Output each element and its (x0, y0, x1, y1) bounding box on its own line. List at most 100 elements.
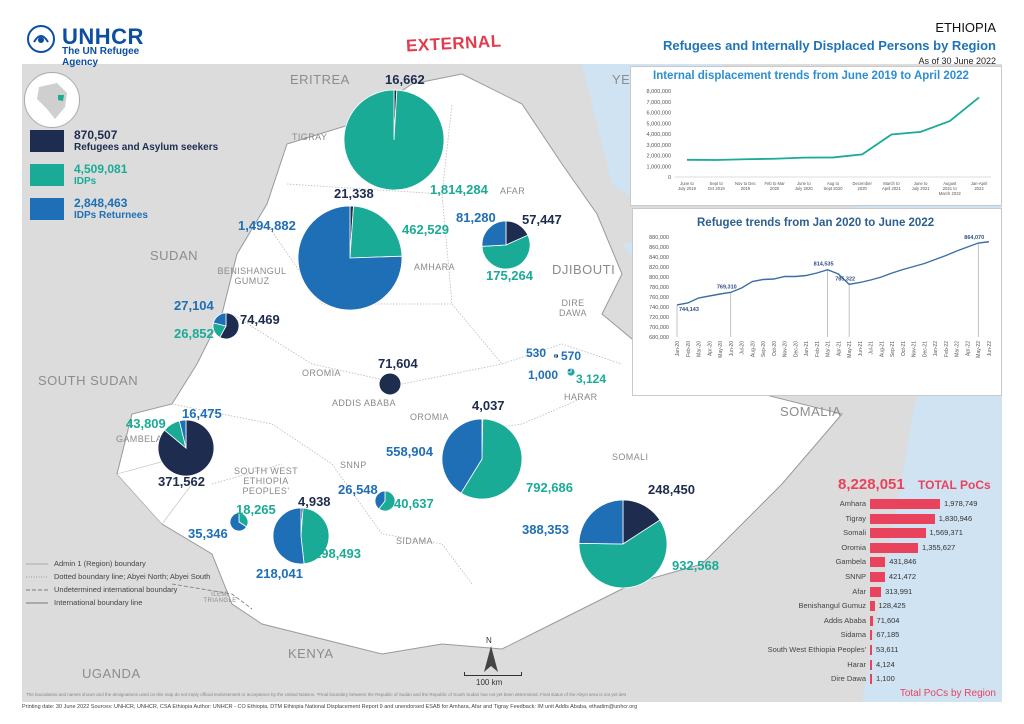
bar-category-label: Somali (843, 528, 866, 538)
scale-bar-line (464, 672, 522, 676)
label-amhara: AMHARA (414, 262, 455, 272)
idp-xtick-label: Aug to Sept 2020 (823, 181, 843, 191)
oromia-idps-label: 792,686 (526, 480, 573, 495)
amhara-idps-label: 462,529 (402, 222, 449, 237)
bar-row: Oromia 1,355,627 (841, 542, 1000, 554)
refugee-xtick-label: Apr-22 (965, 341, 971, 356)
bar-row: South West Ethiopia Peoples' 53,611 (768, 644, 1000, 656)
bar (870, 630, 873, 641)
bar-value-label: 431,846 (889, 557, 917, 567)
idp-xtick-label: Sept to Oct 2019 (708, 181, 726, 191)
afar-idps-label: 175,264 (486, 268, 533, 283)
gambela-returnees-label: 16,475 (182, 406, 222, 421)
legend-swatch-returnees (30, 198, 64, 220)
label-oromia-east: OROMIA (410, 412, 449, 422)
idp-ytick-label: 5,000,000 (647, 121, 671, 127)
snnp-refugees-label: 4,938 (298, 494, 331, 509)
label-uganda: UGANDA (82, 666, 141, 681)
refugee-xtick-label: Jun-20 (729, 341, 735, 357)
oromia-returnees-label: 558,904 (386, 444, 433, 459)
refugee-xtick-label: Sep-21 (890, 341, 896, 357)
bar-category-label: Sidama (840, 630, 866, 640)
bar-value-label: 4,124 (876, 659, 895, 669)
label-dire-dawa: DIRE DAWA (559, 298, 587, 318)
bar-row: Afar 313,991 (852, 586, 1000, 598)
tigray-refugees-label: 16,662 (385, 72, 425, 87)
refugee-point-label: 814,535 (814, 262, 834, 268)
gambela-refugees-label: 371,562 (158, 474, 205, 489)
idp-ytick-label: 6,000,000 (647, 111, 671, 117)
afar-returnees-label: 81,280 (456, 210, 496, 225)
bar (870, 615, 873, 626)
label-kenya: KENYA (288, 646, 334, 661)
idp-xtick-label: August 2021 to March 2022 (939, 181, 962, 196)
legend-swatch-idps (30, 164, 64, 186)
north-arrow-icon (484, 646, 498, 672)
somali-returnees-label: 388,353 (522, 522, 569, 537)
idp-trend-panel: Internal displacement trends from June 2… (630, 66, 1002, 206)
total-pocs-value: 8,228,051 (838, 476, 905, 493)
refugee-xtick-label: Jul-20 (740, 341, 746, 355)
logo-main: UNHCR (62, 24, 144, 49)
refugee-xtick-label: Apr-20 (707, 341, 713, 356)
bar (870, 659, 872, 670)
bar-category-label: Oromia (841, 542, 866, 552)
benishangul-refugees-label: 74,469 (240, 312, 280, 327)
idp-ytick-label: 2,000,000 (647, 154, 671, 160)
idp-xtick-label: December 2020 (853, 181, 873, 191)
bar (870, 557, 886, 568)
bar-row: Somali 1,569,371 (843, 527, 1000, 539)
label-ilemi: ILEMI TRIANGLE (203, 592, 237, 604)
legend-refugees-value: 870,507 (74, 128, 118, 142)
bar-value-label: 67,185 (876, 630, 900, 640)
unhcr-emblem-icon (27, 25, 55, 53)
refugee-xtick-label: May-20 (718, 341, 724, 358)
idp-series-line (686, 96, 980, 161)
refugee-xtick-label: Dec-20 (793, 341, 799, 357)
snnp-idps-label: 198,493 (314, 546, 361, 561)
scale-bar: 100 km (464, 672, 524, 690)
bar (870, 499, 940, 509)
idp-xtick-label: June to July 2020 (795, 181, 814, 191)
refugee-point-label: 864,070 (964, 235, 984, 241)
bar-row: Dire Dawa 1,100 (831, 673, 1000, 685)
refugee-ytick-label: 840,000 (649, 255, 669, 261)
idp-ytick-label: 1,000,000 (647, 164, 671, 170)
tigray-idps-label: 1,814,284 (430, 182, 488, 197)
bar-value-label: 313,991 (885, 586, 913, 596)
amhara-refugees-label: 21,338 (334, 186, 374, 201)
bar-category-label: Afar (852, 586, 866, 596)
refugee-xtick-label: Nov-21 (912, 341, 918, 357)
refugee-xtick-label: Feb-21 (815, 341, 821, 357)
benishangul-idps-label: 26,852 (174, 326, 214, 341)
refugee-ytick-label: 740,000 (649, 305, 669, 311)
total-pocs: 8,228,051 TOTAL PoCs (838, 476, 1008, 496)
refugee-xtick-label: Jun-22 (987, 341, 993, 357)
sidama-returnees-label: 26,548 (338, 482, 378, 497)
bar-value-label: 1,355,627 (921, 542, 956, 552)
bar-category-label: Dire Dawa (830, 674, 866, 684)
refugee-xtick-label: Mar-20 (697, 341, 703, 357)
refugee-xtick-label: Jan-20 (675, 341, 681, 357)
boundary-legend-lines (26, 563, 48, 604)
unhcr-logo: UNHCR The UN Refugee Agency (26, 24, 156, 68)
idp-trend-chart: 0 1,000,000 2,000,000 3,000,000 4,000,000 5,0… (647, 89, 991, 196)
legend-refugees-label: Refugees and Asylum seekers (74, 142, 219, 153)
refugee-xtick-label: Mar-22 (955, 341, 961, 357)
boundary-legend-dotted: Dotted boundary line; Abyei North; Abyei… (54, 572, 211, 581)
idp-ytick-label: 7,000,000 (647, 100, 671, 106)
bar-category-label: SNNP (845, 572, 866, 581)
afar-refugees-label: 57,447 (522, 212, 562, 227)
north-letter: N (486, 636, 492, 645)
refugee-ytick-label: 880,000 (649, 235, 669, 241)
total-pocs-label: TOTAL PoCs (918, 478, 991, 492)
label-benishangul: BENISHANGUL GUMUZ (217, 266, 287, 286)
label-djibouti: DJIBOUTI (552, 262, 616, 277)
refugee-ytick-label: 800,000 (649, 275, 669, 281)
refugee-trend-title: Refugee trends from Jan 2020 to June 202… (697, 217, 935, 229)
bar (870, 513, 935, 524)
benishangul-returnees-label: 27,104 (174, 298, 214, 313)
bar-value-label: 53,611 (876, 645, 899, 654)
refugee-xtick-label: Dec-21 (922, 341, 928, 357)
africa-inset-icon (37, 83, 67, 119)
